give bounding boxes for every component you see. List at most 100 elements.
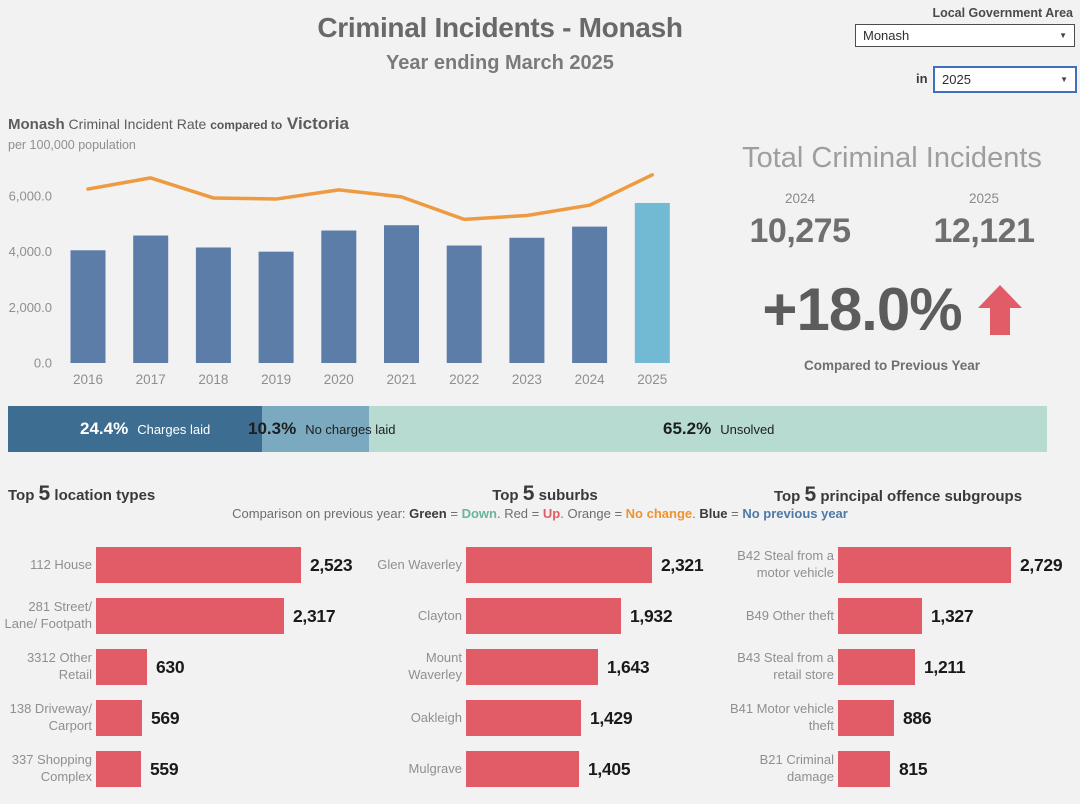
x-axis-tick: 2025 xyxy=(637,372,667,387)
bar-value: 569 xyxy=(151,707,180,728)
bar[interactable] xyxy=(838,547,1011,583)
lga-dropdown[interactable]: Monash ▼ xyxy=(855,24,1075,47)
page-title: Criminal Incidents - Monash xyxy=(317,12,683,43)
top5-panels: 112 House 2,523 281 Street/ Lane/ Footpath… xyxy=(0,540,1080,802)
x-axis-tick: 2022 xyxy=(449,372,479,387)
x-axis-tick: 2020 xyxy=(324,372,354,387)
bar[interactable] xyxy=(838,700,894,736)
y-axis-tick: 2,000.0 xyxy=(9,300,52,315)
bar-value: 886 xyxy=(903,707,932,728)
bar-row: B41 Motor vehicle theft 886 xyxy=(720,700,1080,736)
totals-panel: Total Criminal Incidents 2024 10,275 202… xyxy=(708,142,1076,373)
trend-title-state: Victoria xyxy=(282,114,349,133)
bar-label: B43 Steal from a retail store xyxy=(737,650,834,682)
bar[interactable] xyxy=(96,751,141,787)
totals-value-prev: 10,275 xyxy=(749,212,852,250)
panel-location-types: 112 House 2,523 281 Street/ Lane/ Footpath… xyxy=(0,540,370,802)
bar-label: Mount Waverley xyxy=(408,650,462,682)
chevron-down-icon: ▼ xyxy=(1059,31,1067,40)
x-axis-tick: 2019 xyxy=(261,372,291,387)
panel-offence-subgroups: B42 Steal from a motor vehicle 2,729 B49 O… xyxy=(720,540,1080,802)
bar-row: 112 House 2,523 xyxy=(0,547,370,583)
clearance-segment-0[interactable] xyxy=(8,406,262,452)
year-bar-2019[interactable] xyxy=(258,251,294,363)
x-axis-tick: 2024 xyxy=(575,372,606,387)
bar-row: Clayton 1,932 xyxy=(370,598,720,634)
bar[interactable] xyxy=(96,547,301,583)
legend-text: Up xyxy=(542,506,561,521)
bar[interactable] xyxy=(466,598,621,634)
clearance-segment-1[interactable] xyxy=(261,406,369,452)
legend-text: . xyxy=(560,506,568,521)
year-bar-2017[interactable] xyxy=(133,235,169,363)
section-header-location-types: Top 5 location types xyxy=(8,482,156,505)
bar[interactable] xyxy=(96,700,142,736)
year-bar-2018[interactable] xyxy=(195,247,231,363)
year-dropdown-value: 2025 xyxy=(942,72,971,87)
bar-value: 815 xyxy=(899,758,928,779)
bar-label: Clayton xyxy=(417,607,462,623)
clearance-segment-2[interactable] xyxy=(368,406,1047,452)
bar-row: B21 Criminal damage 815 xyxy=(720,751,1080,787)
year-bar-2021[interactable] xyxy=(384,225,419,363)
year-dropdown[interactable]: 2025 ▼ xyxy=(933,66,1077,93)
bar[interactable] xyxy=(466,700,581,736)
bar-label: B21 Criminal damage xyxy=(759,752,834,784)
bar-label: Mulgrave xyxy=(408,760,462,776)
year-bar-2022[interactable] xyxy=(446,245,482,363)
trend-title-measure: Criminal Incident Rate xyxy=(64,116,211,132)
legend-text: Orange xyxy=(567,506,611,521)
year-bar-2020[interactable] xyxy=(321,230,357,363)
percent-change-value: +18.0% xyxy=(762,276,962,343)
x-axis-tick: 2023 xyxy=(512,372,542,387)
x-axis-tick: 2018 xyxy=(198,372,228,387)
bar-label: B42 Steal from a motor vehicle xyxy=(737,548,834,580)
bar-label: B41 Motor vehicle theft xyxy=(729,701,834,733)
bar[interactable] xyxy=(838,751,890,787)
bar[interactable] xyxy=(96,598,284,634)
bar-row: B43 Steal from a retail store 1,211 xyxy=(720,649,1080,685)
y-axis-tick: 0.0 xyxy=(34,356,52,371)
year-bar-2023[interactable] xyxy=(509,237,545,363)
section-header-suburbs: Top 5 suburbs xyxy=(492,482,598,505)
bar-value: 2,729 xyxy=(1020,554,1063,575)
victoria-trend-line[interactable] xyxy=(86,173,655,222)
bar-value: 1,429 xyxy=(590,707,633,728)
y-axis-tick: 4,000.0 xyxy=(9,244,52,259)
year-bar-2016[interactable] xyxy=(70,250,106,363)
bar-row: 3312 Other Retail 630 xyxy=(0,649,370,685)
bar-row: Oakleigh 1,429 xyxy=(370,700,720,736)
x-axis-tick: 2016 xyxy=(73,372,103,387)
bar-value: 630 xyxy=(156,656,185,677)
bar[interactable] xyxy=(838,649,915,685)
bar[interactable] xyxy=(466,751,579,787)
bar-row: B42 Steal from a motor vehicle 2,729 xyxy=(720,547,1080,583)
y-axis-tick: 6,000.0 xyxy=(9,189,52,204)
bar[interactable] xyxy=(96,649,147,685)
bar-value: 1,327 xyxy=(931,605,974,626)
bar[interactable] xyxy=(466,649,598,685)
lga-dropdown-value: Monash xyxy=(863,28,910,43)
comparison-legend: Comparison on previous year: Green = Dow… xyxy=(0,506,1080,521)
trend-title-compared: compared to xyxy=(210,118,283,132)
lga-filter-label: Local Government Area xyxy=(932,6,1073,20)
bar-value: 1,932 xyxy=(630,605,673,626)
year-bar-2025[interactable] xyxy=(634,202,670,363)
trend-chart[interactable]: 0.0 2,000.0 4,000.0 6,000.0 2016 2017 2018 2019… xyxy=(0,158,700,398)
percent-change-caption: Compared to Previous Year xyxy=(803,358,981,373)
legend-text: No change xyxy=(625,506,693,521)
bar-row: Mount Waverley 1,643 xyxy=(370,649,720,685)
clearance-stacked-bar xyxy=(8,406,1048,452)
legend-text: . xyxy=(692,506,700,521)
x-axis-tick: 2021 xyxy=(386,372,416,387)
totals-value-curr: 12,121 xyxy=(933,212,1036,250)
bar[interactable] xyxy=(466,547,652,583)
chevron-down-icon: ▼ xyxy=(1060,75,1068,84)
bar-value: 559 xyxy=(150,758,179,779)
bar-value: 1,643 xyxy=(607,656,650,677)
legend-text: = xyxy=(727,506,743,521)
bar[interactable] xyxy=(838,598,922,634)
year-bar-2024[interactable] xyxy=(572,226,608,363)
totals-year-curr: 2025 xyxy=(968,191,1000,206)
bar-label: 138 Driveway/ Carport xyxy=(9,701,92,733)
